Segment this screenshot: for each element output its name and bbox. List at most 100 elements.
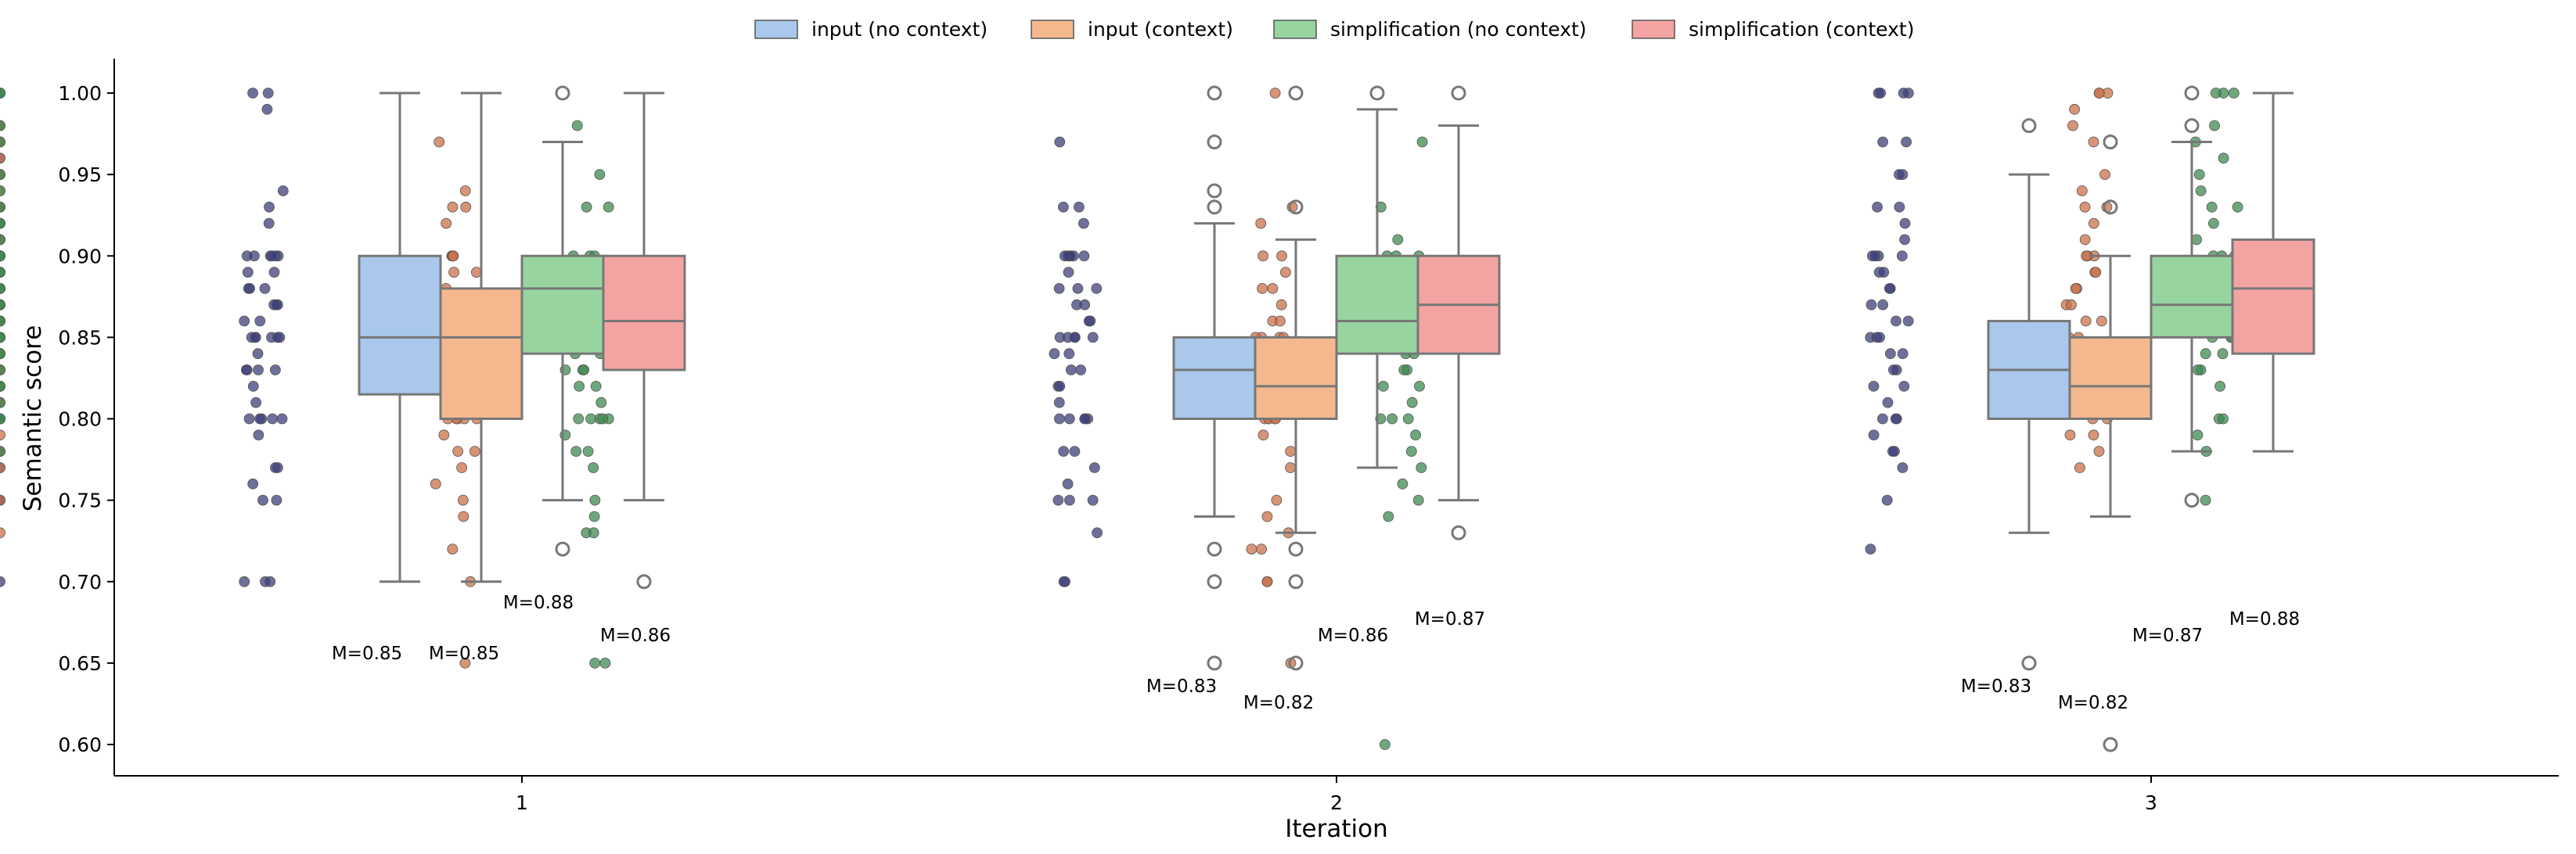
- box: [1254, 336, 1338, 420]
- strip-point: [1866, 250, 1878, 262]
- outlier: [1288, 85, 1304, 101]
- strip-point: [2200, 494, 2211, 506]
- strip-point: [0, 315, 5, 327]
- strip-point: [254, 315, 266, 327]
- strip-point: [581, 201, 592, 213]
- legend-swatch: [1273, 20, 1317, 39]
- strip-point: [2207, 217, 2219, 229]
- strip-point: [2088, 136, 2099, 148]
- strip-point: [1899, 217, 1911, 229]
- axes: 0.60 0.65 0.70 0.75 0.80 0.85 0.90 0.95 1.00 1 2 3: [58, 59, 2559, 814]
- strip-point: [1054, 136, 1066, 148]
- strip-point: [582, 446, 594, 457]
- strip-point: [267, 413, 279, 425]
- outlier: [1288, 655, 1304, 671]
- strip-point: [1875, 88, 1887, 99]
- strip-point: [1897, 348, 1909, 360]
- outlier: [2184, 85, 2200, 101]
- strip-point: [595, 396, 607, 408]
- strip-point: [2076, 185, 2088, 196]
- strip-point: [459, 185, 471, 196]
- strip-point: [1897, 462, 1909, 473]
- strip-point: [597, 413, 609, 425]
- strip-point: [1884, 348, 1896, 360]
- outlier: [1207, 199, 1222, 215]
- legend-swatch: [1632, 20, 1675, 39]
- strip-point: [252, 348, 264, 360]
- strip-point: [0, 332, 5, 343]
- strip-point: [0, 446, 5, 457]
- median-label: M=0.87: [1415, 609, 1485, 630]
- strip-point: [1280, 267, 1291, 278]
- strip-point: [2228, 88, 2240, 99]
- y-tick-label: 1.00: [58, 82, 102, 105]
- strip-point: [1256, 544, 1267, 554]
- strip-point: [2191, 234, 2203, 246]
- strip-point: [1257, 282, 1268, 294]
- y-axis-title: Semantic score: [19, 325, 47, 512]
- box: [1172, 336, 1257, 420]
- strip-point: [2088, 217, 2099, 229]
- strip-point: [589, 494, 601, 506]
- strip-point: [0, 283, 5, 294]
- outlier: [2103, 134, 2118, 149]
- strip-point: [1069, 332, 1081, 343]
- strip-point: [250, 332, 261, 343]
- strip-point: [460, 201, 472, 213]
- strip-point: [0, 576, 5, 587]
- strip-point: [1405, 446, 1417, 457]
- strip-point: [0, 364, 5, 375]
- strip-point: [0, 299, 5, 310]
- strip-point: [254, 413, 266, 425]
- strip-point: [2081, 250, 2092, 262]
- median-label: M=0.83: [1146, 676, 1217, 697]
- strip-point: [452, 446, 463, 457]
- strip-point: [1416, 462, 1427, 473]
- strip-point: [253, 364, 264, 375]
- strip-point: [2192, 429, 2204, 441]
- outlier: [1288, 574, 1304, 590]
- strip-point: [2093, 446, 2105, 457]
- strip-point: [271, 299, 282, 310]
- strip-point: [1078, 250, 1090, 262]
- box: [2150, 254, 2234, 339]
- strip-point: [2209, 120, 2220, 131]
- median-label: M=0.86: [1318, 626, 1388, 646]
- strip-point: [1062, 478, 1074, 490]
- strip-point: [1049, 348, 1060, 360]
- strip-point: [276, 413, 288, 425]
- strip-point: [1060, 576, 1070, 587]
- strip-point: [2080, 315, 2092, 327]
- outlier: [2184, 493, 2200, 508]
- x-tick-label: 2: [1330, 791, 1343, 814]
- strip-point: [1416, 136, 1428, 148]
- strip-point: [1881, 494, 1893, 506]
- strip-point: [1065, 364, 1077, 375]
- strip-point: [1285, 446, 1297, 457]
- outlier: [2021, 655, 2037, 671]
- strip-point: [264, 201, 275, 213]
- strip-point: [1868, 380, 1880, 392]
- strip-point: [1054, 413, 1065, 425]
- outlier: [636, 574, 652, 590]
- strip-point: [447, 201, 459, 213]
- strip-point: [0, 267, 5, 278]
- strip-point: [458, 511, 470, 522]
- strip-point: [471, 267, 482, 278]
- strip-point: [457, 494, 469, 506]
- strip-point: [573, 413, 585, 425]
- strip-point: [1887, 364, 1899, 375]
- legend-label: input (context): [1088, 18, 1233, 41]
- strip-point: [2195, 185, 2207, 196]
- plot-area: M=0.85 M=0.83 M=0.83 M=0.85 M=0.82 M=0.82 M=0.…: [0, 85, 2315, 752]
- strip-point: [1275, 315, 1286, 327]
- strip-point: [1412, 494, 1424, 506]
- strip-point: [1882, 396, 1894, 408]
- strip-point: [1375, 201, 1387, 213]
- strip-point: [1053, 396, 1065, 408]
- y-tick-label: 0.75: [58, 490, 102, 512]
- strip-point: [2218, 413, 2229, 425]
- strip-point: [1276, 250, 1287, 262]
- strip-point: [2079, 201, 2091, 213]
- strip-point: [0, 396, 5, 408]
